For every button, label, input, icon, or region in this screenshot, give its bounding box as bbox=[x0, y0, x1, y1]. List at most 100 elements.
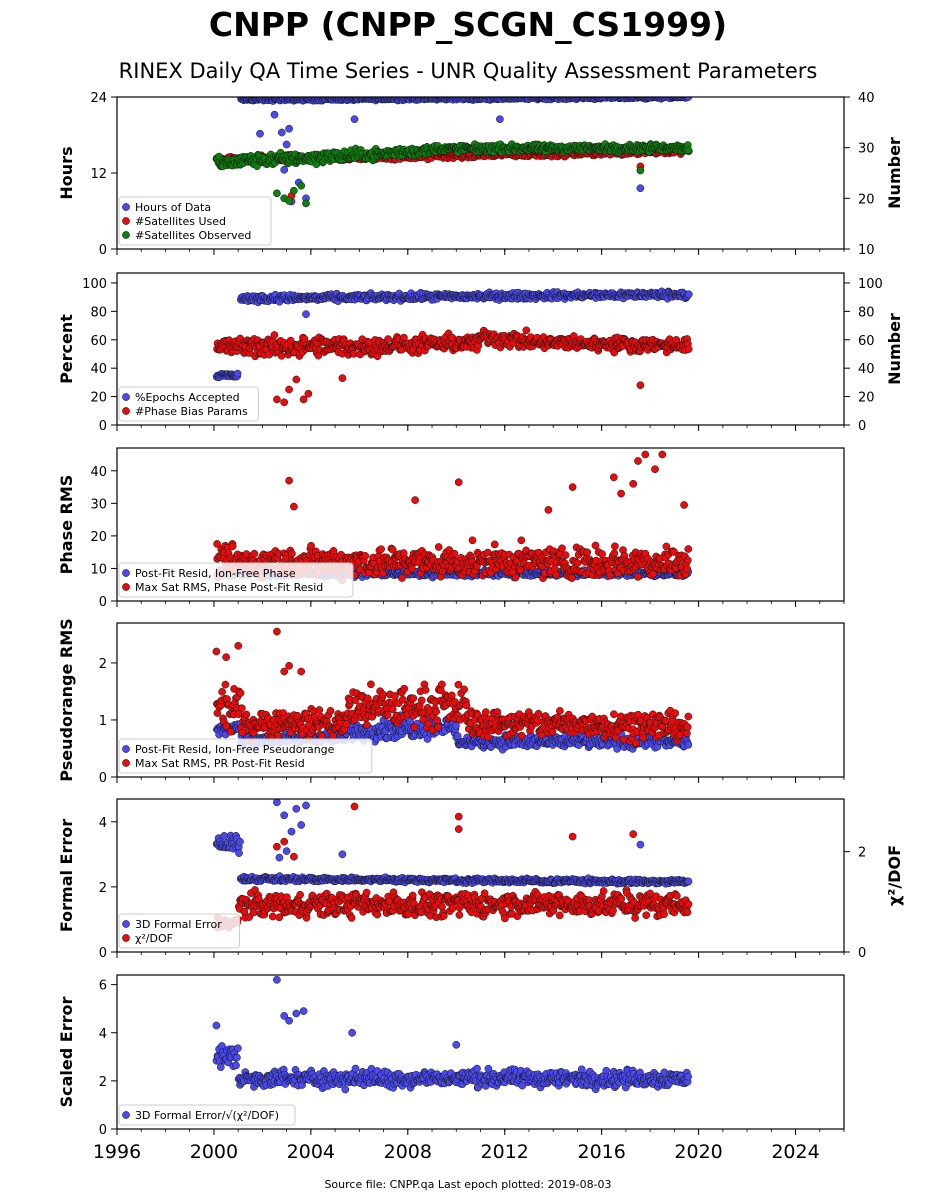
data-point bbox=[450, 549, 459, 558]
series--satellites-observed bbox=[212, 140, 693, 208]
data-point bbox=[611, 542, 619, 551]
data-point bbox=[658, 450, 667, 459]
data-point bbox=[277, 128, 286, 137]
y-tick-label: 100 bbox=[82, 277, 107, 292]
data-point bbox=[270, 331, 279, 339]
y-tick-label: 0 bbox=[99, 243, 107, 258]
data-point bbox=[290, 186, 298, 195]
data-point bbox=[285, 197, 293, 205]
data-point bbox=[573, 559, 582, 567]
data-point bbox=[680, 501, 688, 509]
data-point bbox=[490, 540, 499, 549]
data-point bbox=[683, 556, 692, 565]
data-point bbox=[218, 687, 226, 696]
data-point bbox=[606, 571, 615, 580]
y-tick-label: 20 bbox=[90, 391, 107, 406]
chart-subtitle: RINEX Daily QA Time Series - UNR Quality… bbox=[119, 59, 818, 83]
data-point bbox=[237, 704, 246, 713]
data-point bbox=[684, 345, 693, 353]
y2-tick-label: 30 bbox=[858, 142, 875, 157]
data-point bbox=[236, 689, 245, 697]
data-point bbox=[568, 574, 576, 582]
data-point bbox=[649, 569, 658, 578]
data-point bbox=[629, 479, 638, 488]
series--epochs-accepted bbox=[212, 287, 693, 382]
y2-tick-label: 40 bbox=[858, 362, 875, 377]
data-point bbox=[517, 536, 526, 545]
y2-tick-label: 60 bbox=[858, 334, 875, 349]
data-point bbox=[583, 548, 592, 557]
data-point bbox=[609, 473, 618, 482]
data-point bbox=[641, 450, 650, 459]
legend-marker bbox=[122, 569, 130, 577]
data-point bbox=[598, 550, 606, 558]
legend-label: #Phase Bias Params bbox=[135, 405, 248, 418]
y-tick-label: 40 bbox=[90, 362, 107, 377]
y2-axis-label: Number bbox=[885, 313, 904, 385]
data-point bbox=[561, 551, 570, 559]
legend-label: Hours of Data bbox=[135, 201, 211, 214]
data-point bbox=[297, 181, 306, 190]
chart-title: CNPP (CNPP_SCGN_CS1999) bbox=[209, 5, 727, 44]
data-point bbox=[282, 140, 291, 149]
data-point bbox=[544, 506, 553, 514]
series-points bbox=[212, 287, 693, 407]
legend-marker bbox=[122, 231, 130, 239]
legend: Hours of Data#Satellites Used#Satellites… bbox=[118, 196, 272, 246]
y-axis-label: Phase RMS bbox=[57, 475, 76, 575]
series--phase-bias-params bbox=[213, 326, 693, 407]
series-points bbox=[212, 627, 693, 754]
data-point bbox=[610, 549, 619, 558]
data-point bbox=[290, 502, 298, 511]
data-point bbox=[273, 189, 281, 198]
data-point bbox=[304, 389, 313, 398]
data-point bbox=[411, 496, 419, 504]
legend-label: #Satellites Observed bbox=[135, 229, 251, 242]
data-point bbox=[221, 680, 230, 689]
y-axis-label: Hours bbox=[57, 146, 76, 199]
y2-tick-label: 100 bbox=[858, 277, 883, 292]
data-point bbox=[379, 569, 387, 578]
data-point bbox=[496, 115, 504, 124]
y2-axis-label: Number bbox=[885, 137, 904, 209]
data-point bbox=[228, 542, 237, 551]
y-tick-label: 24 bbox=[90, 91, 107, 106]
data-point bbox=[568, 483, 577, 491]
y2-tick-label: 20 bbox=[858, 192, 875, 207]
legend: %Epochs Accepted#Phase Bias Params bbox=[118, 386, 259, 422]
data-point bbox=[617, 489, 625, 498]
data-point bbox=[277, 351, 286, 360]
data-point bbox=[684, 290, 693, 299]
legend-marker bbox=[122, 393, 130, 401]
data-point bbox=[434, 543, 443, 551]
data-point bbox=[684, 740, 693, 749]
data-point bbox=[591, 541, 600, 550]
data-point bbox=[280, 165, 289, 174]
y-axis-label: Percent bbox=[57, 314, 76, 384]
y2-tick-label: 40 bbox=[858, 91, 875, 106]
data-point bbox=[280, 398, 289, 407]
data-point bbox=[454, 478, 463, 487]
data-point bbox=[350, 115, 359, 124]
data-point bbox=[256, 129, 264, 138]
data-point bbox=[516, 566, 525, 575]
data-point bbox=[511, 573, 520, 582]
y-tick-label: 20 bbox=[90, 530, 107, 545]
legend-label: %Epochs Accepted bbox=[135, 391, 240, 404]
y2-tick-label: 0 bbox=[858, 419, 866, 434]
data-point bbox=[636, 166, 645, 175]
data-point bbox=[338, 374, 347, 382]
y-tick-label: 12 bbox=[90, 167, 107, 182]
data-point bbox=[226, 727, 235, 736]
data-point bbox=[651, 465, 659, 474]
data-point bbox=[302, 199, 310, 208]
data-point bbox=[384, 335, 392, 343]
y-tick-label: 0 bbox=[99, 595, 107, 610]
data-point bbox=[292, 375, 301, 384]
data-point bbox=[288, 549, 296, 558]
y-tick-label: 30 bbox=[90, 497, 107, 512]
data-point bbox=[377, 545, 385, 554]
data-point bbox=[468, 536, 477, 545]
